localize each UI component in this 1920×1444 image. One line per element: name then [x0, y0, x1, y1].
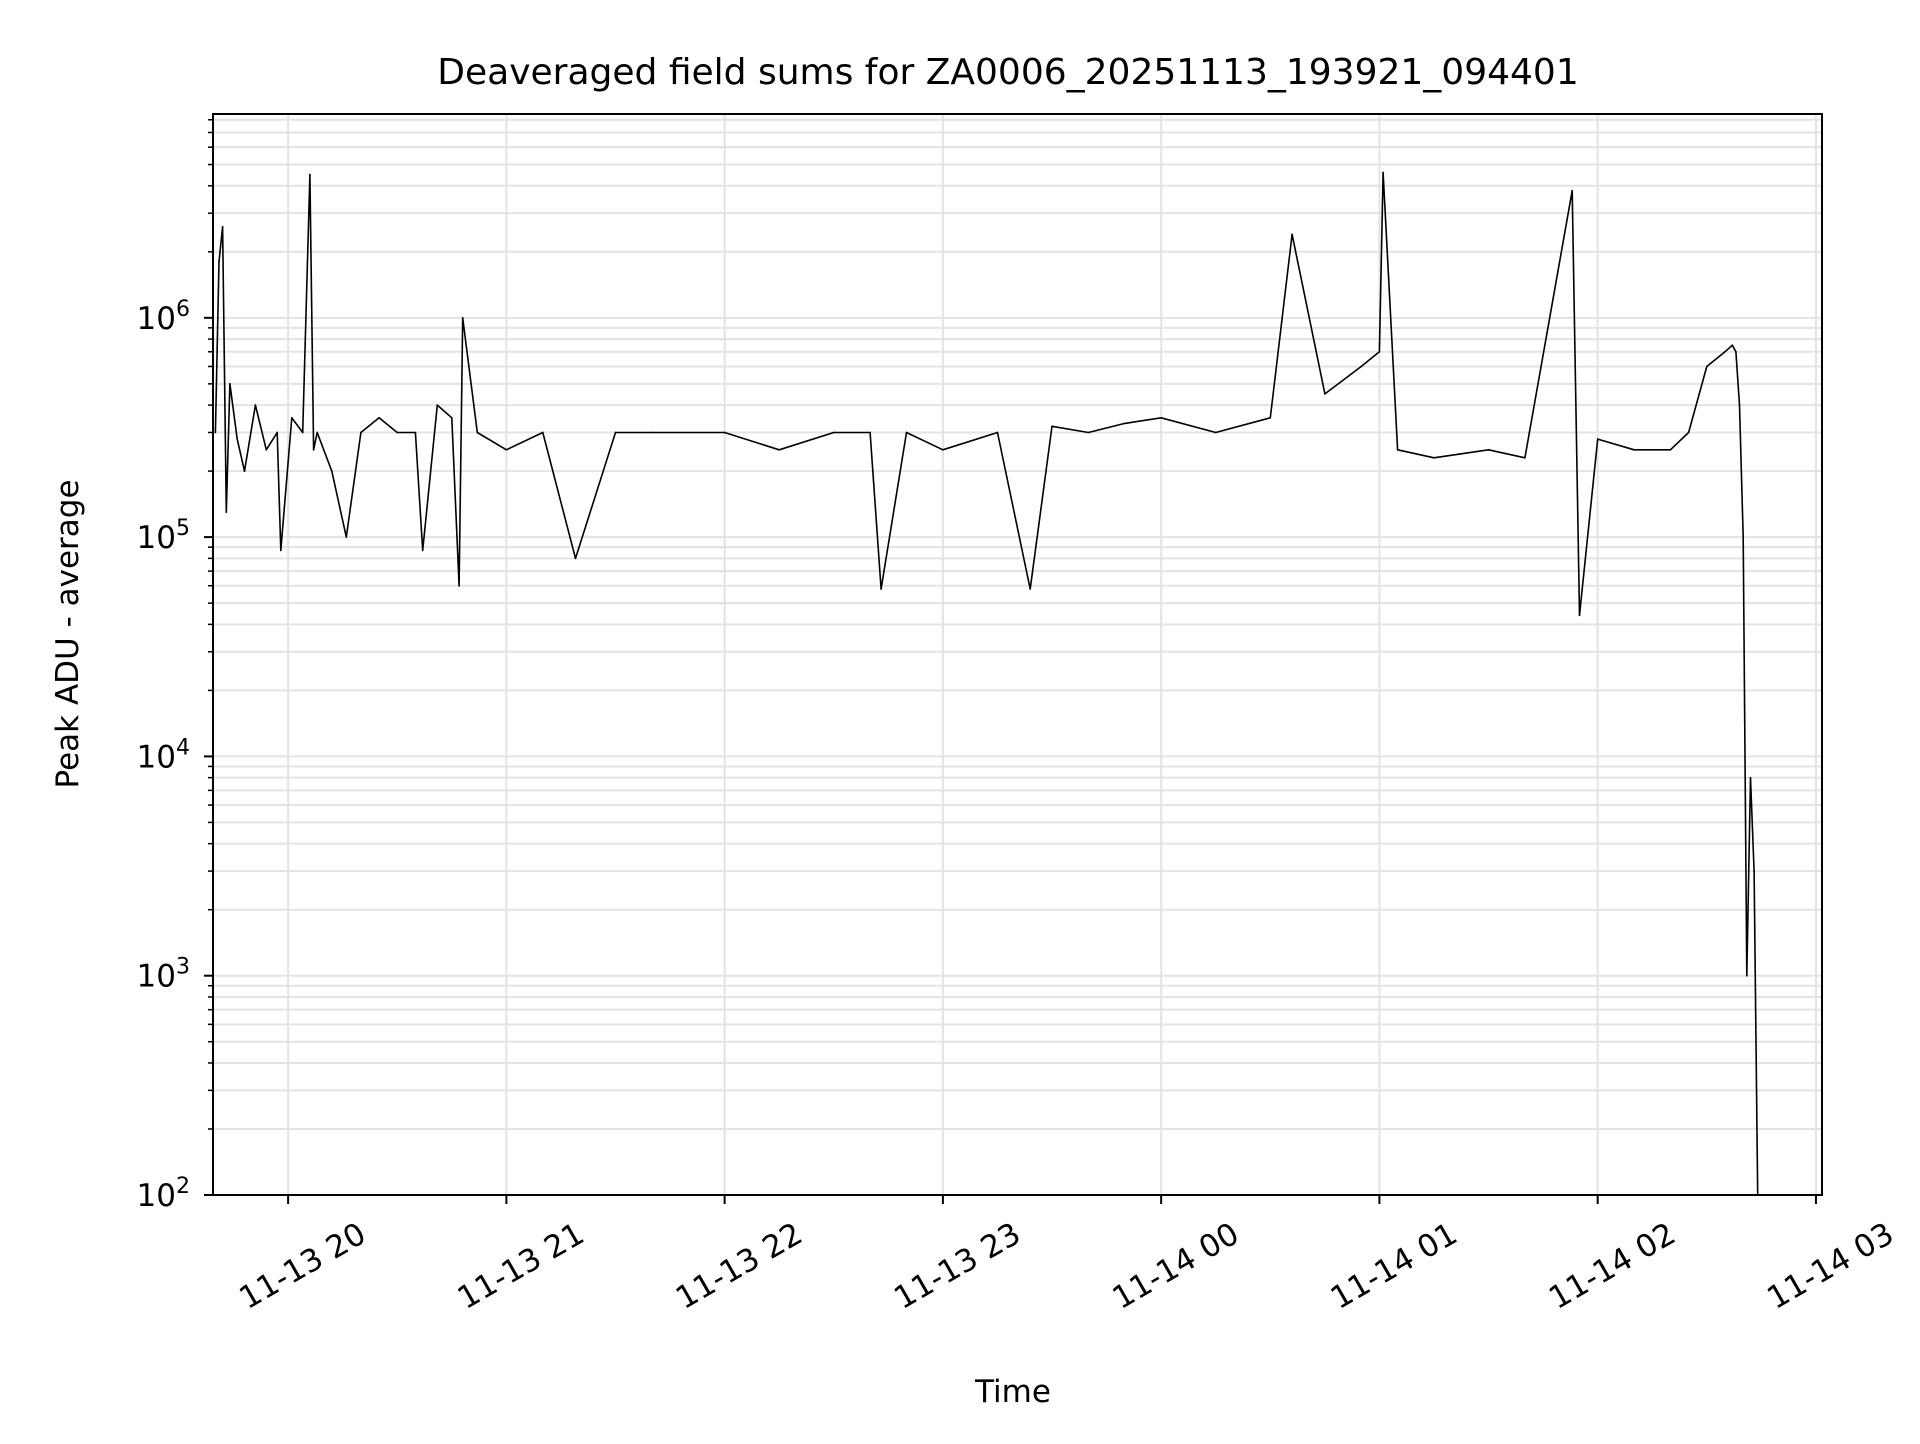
data-point — [1087, 431, 1090, 434]
data-point — [265, 449, 268, 451]
data-point — [1731, 344, 1734, 347]
data-point — [301, 431, 304, 434]
y-tick-base: 10 — [137, 520, 176, 556]
data-point — [312, 449, 315, 451]
data-point — [254, 404, 257, 406]
data-point — [1029, 588, 1032, 590]
data-point — [360, 431, 362, 434]
data-point — [1324, 393, 1326, 395]
y-tick-base: 10 — [137, 301, 176, 337]
data-point — [1396, 449, 1399, 451]
data-point — [1578, 614, 1581, 617]
y-tick-base: 10 — [137, 959, 176, 995]
data-point — [451, 417, 453, 419]
data-point — [778, 449, 781, 451]
data-point — [280, 549, 282, 552]
y-axis-label: Peak ADU - average — [50, 479, 86, 788]
series-layer — [214, 171, 1759, 1196]
data-point — [236, 438, 238, 440]
data-point — [1487, 449, 1490, 451]
data-point — [1669, 449, 1672, 451]
grid — [213, 114, 1822, 1196]
data-point — [1160, 417, 1162, 419]
data-point — [316, 431, 319, 434]
data-point — [1291, 233, 1293, 236]
data-point — [1433, 456, 1435, 459]
y-tick-label: 106 — [137, 297, 190, 337]
y-tick-label: 104 — [137, 735, 190, 775]
data-point — [243, 470, 246, 472]
data-point — [1382, 171, 1384, 174]
data-point — [461, 317, 464, 319]
data-point — [276, 431, 279, 434]
data-point — [345, 536, 348, 538]
data-point — [330, 470, 333, 472]
plot-frame — [212, 113, 1823, 1196]
data-point — [832, 431, 835, 434]
data-point — [905, 431, 908, 434]
data-point — [436, 404, 439, 406]
y-tick-exponent: 5 — [176, 516, 190, 541]
data-point — [505, 449, 508, 451]
data-point — [458, 584, 460, 587]
data-point — [1633, 449, 1635, 451]
x-axis-label: Time — [974, 1374, 1051, 1410]
data-point — [996, 431, 999, 434]
chart-title: Deaveraged field sums for ZA0006_2025111… — [437, 52, 1578, 93]
data-point — [229, 383, 231, 385]
data-point — [309, 173, 311, 176]
data-point — [1596, 438, 1599, 440]
data-point — [1749, 776, 1752, 779]
data-point — [723, 431, 726, 434]
y-tick-base: 10 — [137, 739, 176, 775]
data-point — [1123, 422, 1126, 425]
y-tick-base: 10 — [137, 1178, 176, 1214]
data-point — [1269, 417, 1272, 419]
y-tick-label: 103 — [137, 955, 190, 995]
data-point — [1571, 189, 1574, 192]
data-point — [214, 431, 217, 434]
data-point — [880, 588, 882, 590]
data-point — [942, 449, 944, 451]
data-point — [476, 431, 479, 434]
y-tick-exponent: 2 — [176, 1174, 190, 1199]
data-point — [1378, 350, 1381, 353]
data-point — [1687, 431, 1690, 434]
data-point — [421, 549, 424, 552]
data-point — [414, 431, 417, 434]
data-point — [1724, 350, 1726, 353]
data-point — [1360, 365, 1363, 368]
data-point — [1051, 425, 1053, 428]
data-point — [651, 431, 653, 434]
y-tick-exponent: 6 — [176, 297, 190, 322]
data-point — [1735, 350, 1737, 353]
data-point — [1742, 536, 1744, 538]
data-point — [221, 226, 224, 228]
data-point — [1753, 870, 1755, 872]
data-point — [225, 511, 228, 513]
y-tick-exponent: 4 — [176, 735, 190, 760]
data-point — [290, 417, 293, 419]
data-point — [1746, 974, 1748, 977]
data-point — [1706, 365, 1708, 368]
data-point — [1214, 431, 1217, 434]
data-point — [378, 417, 380, 419]
data-point — [218, 261, 220, 263]
y-tick-label: 102 — [137, 1174, 190, 1214]
data-point — [869, 431, 871, 434]
data-point — [1524, 456, 1526, 459]
data-point — [574, 557, 577, 560]
data-point — [1738, 404, 1741, 406]
data-point — [541, 431, 544, 434]
y-tick-exponent: 3 — [176, 955, 190, 980]
y-tick-label: 105 — [137, 516, 190, 556]
data-point — [396, 431, 399, 434]
data-point — [614, 431, 617, 434]
